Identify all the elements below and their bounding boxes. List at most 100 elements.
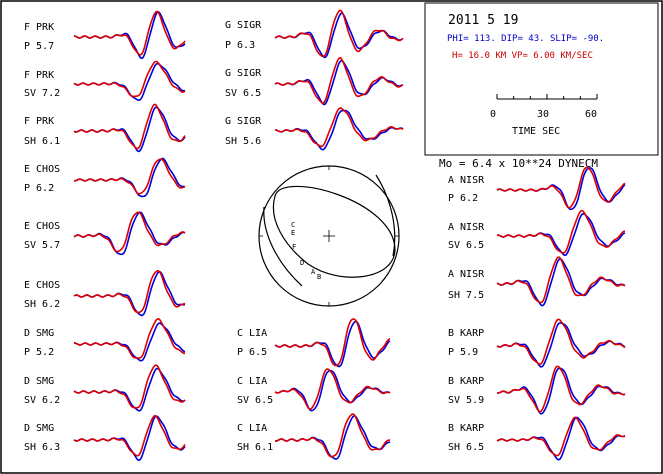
synthetic-trace bbox=[73, 414, 186, 457]
station-labels: F PRK P 5.7 F PRK SV 7.2 F PRK SH 6.1 E … bbox=[24, 20, 485, 453]
seismic-moment: Mo = 6.4 x 10**24 DYNECM bbox=[439, 157, 598, 170]
trace-pair-20 bbox=[496, 365, 626, 415]
synthetic-trace bbox=[274, 318, 391, 367]
trace-pair-8 bbox=[73, 364, 186, 412]
trace-pair-3 bbox=[73, 103, 186, 153]
observed-trace bbox=[73, 322, 186, 362]
synthetic-trace bbox=[496, 166, 626, 209]
station-phase-12: SH 5.6 bbox=[225, 136, 261, 147]
station-phase-20: SV 5.9 bbox=[448, 395, 484, 406]
station-name-1: F PRK bbox=[24, 22, 54, 33]
trace-pair-9 bbox=[73, 414, 186, 462]
station-point-a: A bbox=[311, 268, 316, 276]
station-name-18: A NISR bbox=[448, 269, 485, 280]
synthetic-trace bbox=[73, 364, 186, 409]
station-point-f: F bbox=[292, 243, 296, 251]
observed-trace bbox=[496, 212, 626, 257]
station-phase-5: SV 5.7 bbox=[24, 240, 60, 251]
station-phase-10: P 6.3 bbox=[225, 40, 255, 51]
observed-trace bbox=[73, 106, 186, 153]
event-date: 2011 5 19 bbox=[448, 13, 518, 28]
synthetic-trace bbox=[73, 211, 186, 253]
trace-pair-14 bbox=[274, 368, 391, 412]
station-point-e: E bbox=[291, 229, 295, 237]
station-phase-6: SH 6.2 bbox=[24, 299, 60, 310]
station-phase-16: P 6.2 bbox=[448, 193, 478, 204]
nodal-plane-2-east bbox=[375, 174, 396, 257]
station-phase-2: SV 7.2 bbox=[24, 88, 60, 99]
station-phase-18: SH 7.5 bbox=[448, 290, 484, 301]
station-phase-15: SH 6.1 bbox=[237, 442, 273, 453]
synthetic-trace bbox=[274, 413, 391, 458]
synthetic-trace bbox=[73, 10, 186, 56]
synthetic-trace bbox=[496, 209, 626, 254]
station-name-21: B KARP bbox=[448, 423, 484, 434]
trace-pair-19 bbox=[496, 318, 626, 368]
observed-trace bbox=[274, 12, 404, 59]
trace-pair-15 bbox=[274, 413, 391, 460]
synthetic-trace bbox=[274, 56, 404, 104]
header-box bbox=[424, 2, 659, 156]
station-name-14: C LIA bbox=[237, 376, 267, 387]
synthetic-trace bbox=[73, 317, 185, 359]
observed-trace bbox=[74, 11, 186, 60]
station-name-17: A NISR bbox=[448, 222, 485, 233]
synthetic-trace bbox=[274, 107, 404, 148]
scale-tick-0: 0 bbox=[490, 109, 496, 120]
synthetic-trace bbox=[496, 365, 626, 413]
station-phase-9: SH 6.3 bbox=[24, 442, 60, 453]
station-name-3: F PRK bbox=[24, 116, 54, 127]
synthetic-trace bbox=[73, 103, 186, 150]
trace-pair-1 bbox=[73, 10, 186, 60]
observed-trace bbox=[496, 258, 626, 307]
station-phase-8: SV 6.2 bbox=[24, 395, 60, 406]
trace-pair-6 bbox=[73, 269, 186, 317]
synthetic-trace bbox=[274, 368, 391, 410]
trace-pair-12 bbox=[274, 107, 404, 151]
synthetic-trace bbox=[274, 9, 404, 58]
station-phase-14: SV 6.5 bbox=[237, 395, 273, 406]
trace-pair-4 bbox=[74, 157, 186, 198]
mechanism-params: PHI= 113. DIP= 43. SLIP= -90. bbox=[447, 34, 604, 44]
station-name-2: F PRK bbox=[24, 70, 54, 81]
observed-trace bbox=[274, 60, 404, 106]
scale-tick-30: 30 bbox=[537, 109, 549, 120]
scale-tick-60: 60 bbox=[585, 109, 597, 120]
time-scale-bar: 0 30 60 TIME SEC bbox=[490, 94, 598, 137]
station-phase-21: SH 6.5 bbox=[448, 442, 484, 453]
focal-mechanism: C E F D A B bbox=[258, 165, 400, 307]
station-phase-17: SV 6.5 bbox=[448, 240, 484, 251]
station-name-6: E CHOS bbox=[24, 280, 60, 291]
observed-trace bbox=[73, 211, 186, 256]
observed-trace bbox=[74, 157, 186, 198]
station-phase-1: P 5.7 bbox=[24, 41, 54, 52]
trace-pair-7 bbox=[73, 317, 186, 362]
station-point-c: C bbox=[291, 221, 295, 229]
nodal-plane-2-west bbox=[263, 206, 303, 287]
station-phase-11: SV 6.5 bbox=[225, 88, 261, 99]
station-name-15: C LIA bbox=[237, 423, 267, 434]
synthetic-trace bbox=[496, 318, 626, 366]
observed-trace bbox=[496, 322, 626, 368]
station-name-16: A NISR bbox=[448, 175, 485, 186]
station-phase-4: P 6.2 bbox=[24, 183, 54, 194]
waveform-traces bbox=[73, 9, 626, 462]
observed-trace bbox=[73, 415, 186, 462]
station-phase-13: P 6.5 bbox=[237, 347, 267, 358]
synthetic-trace bbox=[73, 60, 186, 98]
trace-pair-16 bbox=[496, 166, 626, 211]
nodal-plane-1 bbox=[272, 185, 396, 278]
station-phase-3: SH 6.1 bbox=[24, 136, 60, 147]
trace-pair-13 bbox=[274, 318, 391, 368]
station-name-10: G SIGR bbox=[225, 20, 262, 31]
trace-pair-11 bbox=[274, 56, 404, 106]
trace-pair-10 bbox=[274, 9, 404, 59]
scale-title: TIME SEC bbox=[512, 126, 560, 137]
station-name-20: B KARP bbox=[448, 376, 484, 387]
trace-pair-17 bbox=[496, 209, 626, 257]
synthetic-trace bbox=[74, 158, 186, 195]
station-name-7: D SMG bbox=[24, 328, 54, 339]
